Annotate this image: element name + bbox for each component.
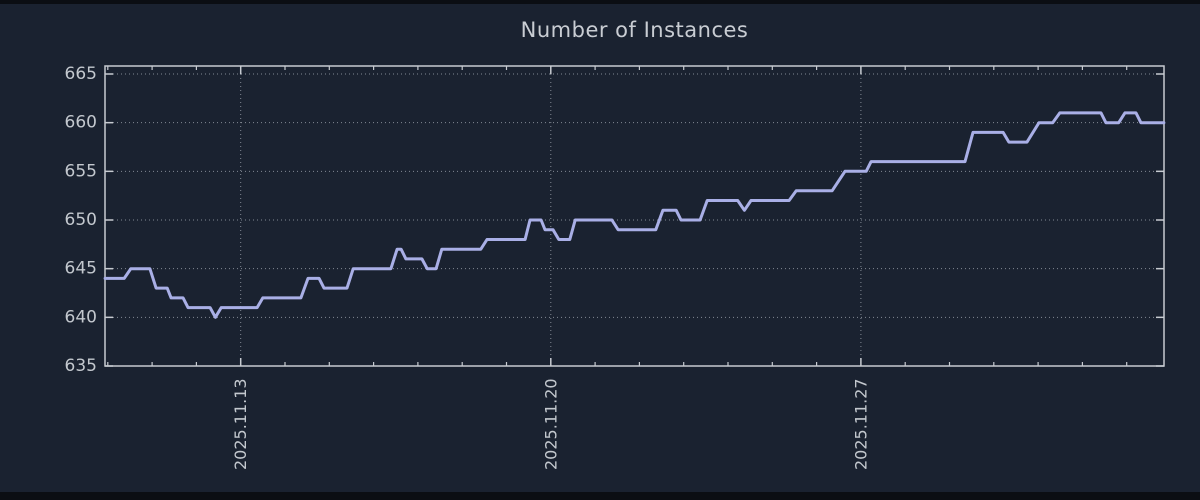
y-tick-label: 650 — [65, 210, 97, 230]
y-tick-label: 645 — [65, 259, 97, 279]
chart-title: Number of Instances — [520, 18, 749, 42]
y-tick-label: 660 — [65, 113, 97, 133]
y-tick-label: 640 — [65, 307, 97, 327]
series-line-instances — [103, 111, 1166, 319]
chart-figure: Number of Instances 635 640 645 650 655 660 66… — [0, 4, 1200, 492]
y-tick-label: 655 — [65, 161, 97, 181]
x-tick-label: 2025.11.27 — [851, 378, 870, 470]
y-tick-label: 635 — [65, 356, 97, 376]
x-tick-label: 2025.11.20 — [541, 378, 560, 470]
plot-area: 635 640 645 650 655 660 665 2025.11.13 2025.11.2… — [65, 64, 1166, 470]
plot-border — [104, 65, 1165, 367]
y-tick-label: 665 — [65, 64, 97, 84]
x-tick-label: 2025.11.13 — [231, 378, 250, 470]
